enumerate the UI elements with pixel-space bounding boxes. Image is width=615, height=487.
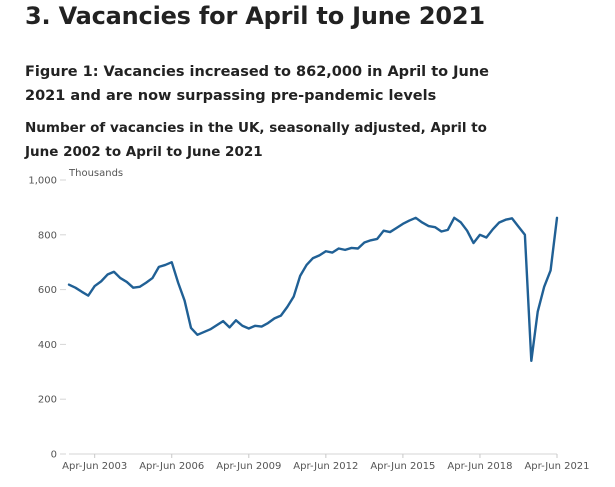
x-tick-label: Apr-Jun 2009 <box>216 461 281 472</box>
y-unit-label: Thousands <box>68 168 123 179</box>
y-tick-label: 800 <box>38 230 57 241</box>
y-tick-label: 1,000 <box>28 176 57 187</box>
x-axis: Apr-Jun 2003 Apr-Jun 2006 Apr-Jun 2009 Apr-… <box>62 453 590 472</box>
x-tick-label: Apr-Jun 2021 <box>524 461 589 472</box>
y-tick-label: 600 <box>38 285 57 296</box>
vacancies-series-line <box>67 216 559 363</box>
y-tick-label: 200 <box>38 395 57 406</box>
y-tick-label: 0 <box>51 450 57 461</box>
x-tick-label: Apr-Jun 2018 <box>447 461 512 472</box>
x-tick-label: Apr-Jun 2003 <box>62 461 127 472</box>
figure-title: Figure 1: Vacancies increased to 862,000… <box>25 64 490 104</box>
y-tick-label: 400 <box>38 340 57 351</box>
y-axis: 0 200 400 600 800 1,000 <box>28 176 66 461</box>
x-tick-label: Apr-Jun 2006 <box>139 461 204 472</box>
chart-title: Number of vacancies in the UK, seasonall… <box>25 120 487 160</box>
x-tick-label: Apr-Jun 2012 <box>293 461 358 472</box>
x-tick-label: Apr-Jun 2015 <box>370 461 435 472</box>
section-title: 3. Vacancies for April to June 2021 <box>25 2 485 30</box>
